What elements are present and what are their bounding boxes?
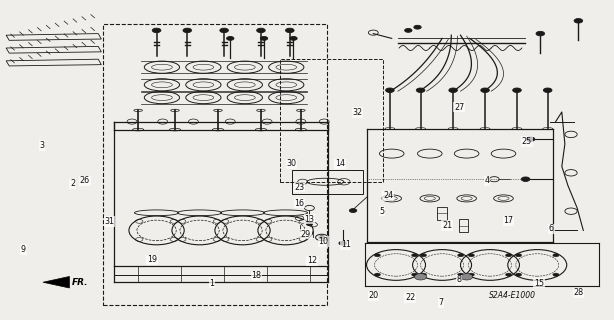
Circle shape xyxy=(319,236,325,239)
Text: 23: 23 xyxy=(295,183,305,192)
Circle shape xyxy=(460,274,473,280)
Circle shape xyxy=(411,254,418,257)
Text: 31: 31 xyxy=(104,217,114,226)
Bar xyxy=(280,59,383,182)
Circle shape xyxy=(513,88,521,92)
Circle shape xyxy=(411,273,418,276)
Text: FR.: FR. xyxy=(72,278,88,287)
Text: 12: 12 xyxy=(307,256,317,265)
Circle shape xyxy=(505,273,511,276)
Text: 14: 14 xyxy=(335,159,345,168)
Text: 29: 29 xyxy=(301,230,311,239)
Circle shape xyxy=(306,222,313,226)
Circle shape xyxy=(457,273,464,276)
Circle shape xyxy=(414,25,421,29)
Text: 4: 4 xyxy=(484,176,489,185)
Text: 32: 32 xyxy=(352,108,362,117)
Circle shape xyxy=(553,273,559,276)
Text: 19: 19 xyxy=(147,255,157,264)
Circle shape xyxy=(526,137,535,141)
Text: 30: 30 xyxy=(287,159,297,168)
Text: 8: 8 xyxy=(457,276,462,284)
Circle shape xyxy=(516,254,522,257)
Text: 9: 9 xyxy=(21,245,26,254)
Circle shape xyxy=(290,36,297,40)
Text: 17: 17 xyxy=(503,216,513,225)
Text: 24: 24 xyxy=(383,191,393,200)
Circle shape xyxy=(416,88,425,92)
Text: 15: 15 xyxy=(534,279,544,288)
Text: 27: 27 xyxy=(454,103,464,112)
Circle shape xyxy=(553,254,559,257)
Text: 6: 6 xyxy=(549,224,554,233)
Circle shape xyxy=(286,28,294,33)
Circle shape xyxy=(457,254,464,257)
Text: 13: 13 xyxy=(305,215,314,224)
Bar xyxy=(459,219,468,232)
Bar xyxy=(292,170,363,194)
Circle shape xyxy=(449,88,457,92)
Circle shape xyxy=(414,274,427,280)
Text: 22: 22 xyxy=(405,293,415,302)
Circle shape xyxy=(183,28,192,33)
Text: 7: 7 xyxy=(438,298,443,307)
Circle shape xyxy=(536,31,545,36)
Circle shape xyxy=(386,88,394,92)
Circle shape xyxy=(421,273,427,276)
Text: 16: 16 xyxy=(295,199,305,208)
Circle shape xyxy=(375,273,381,276)
Circle shape xyxy=(521,177,530,181)
Circle shape xyxy=(468,273,475,276)
Circle shape xyxy=(574,19,583,23)
Text: S2A4-E1000: S2A4-E1000 xyxy=(489,292,536,300)
Circle shape xyxy=(543,88,552,92)
Circle shape xyxy=(421,254,427,257)
Circle shape xyxy=(257,28,265,33)
Text: 10: 10 xyxy=(319,237,328,246)
Text: 3: 3 xyxy=(39,141,44,150)
Circle shape xyxy=(152,28,161,33)
Circle shape xyxy=(339,241,346,245)
Text: 18: 18 xyxy=(252,271,262,280)
Text: 28: 28 xyxy=(573,288,583,297)
Polygon shape xyxy=(43,276,69,288)
Text: 20: 20 xyxy=(368,292,378,300)
Text: 25: 25 xyxy=(522,137,532,146)
Circle shape xyxy=(220,28,228,33)
Circle shape xyxy=(481,88,489,92)
Bar xyxy=(437,207,447,220)
Text: 21: 21 xyxy=(442,221,452,230)
Text: 1: 1 xyxy=(209,279,214,288)
Circle shape xyxy=(349,209,357,212)
Circle shape xyxy=(260,36,268,40)
Circle shape xyxy=(505,254,511,257)
Bar xyxy=(103,24,327,305)
Text: 26: 26 xyxy=(80,176,90,185)
Circle shape xyxy=(227,36,234,40)
Circle shape xyxy=(375,254,381,257)
Circle shape xyxy=(468,254,475,257)
Circle shape xyxy=(405,28,412,32)
Text: 2: 2 xyxy=(70,180,75,188)
Text: 5: 5 xyxy=(379,207,384,216)
Text: 11: 11 xyxy=(341,240,351,249)
Circle shape xyxy=(516,273,522,276)
